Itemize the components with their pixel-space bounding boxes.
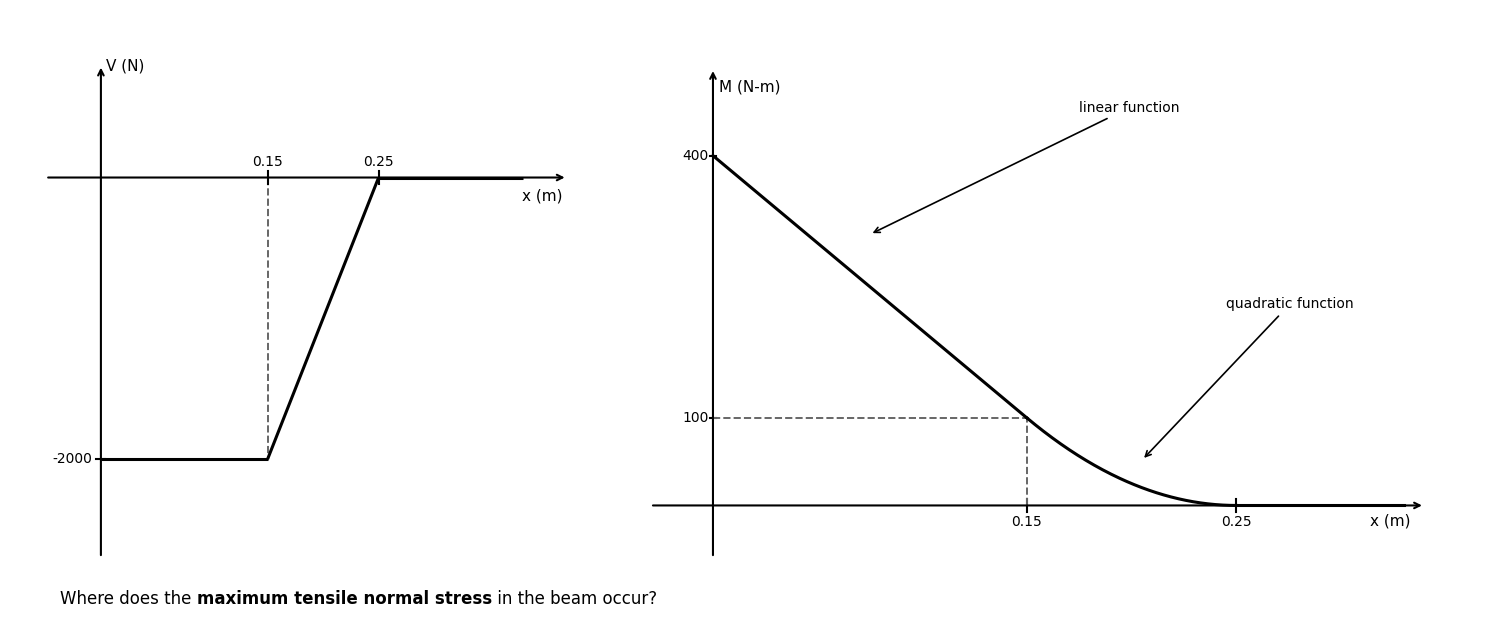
Text: 0.25: 0.25 (1222, 515, 1252, 529)
Text: 0.15: 0.15 (253, 155, 283, 169)
Text: 100: 100 (683, 411, 709, 425)
Text: quadratic function: quadratic function (1145, 297, 1353, 456)
Text: x (m): x (m) (1370, 514, 1411, 529)
Text: 0.25: 0.25 (363, 155, 395, 169)
Text: M (N-m): M (N-m) (720, 79, 780, 94)
Text: x (m): x (m) (522, 188, 562, 204)
Text: -2000: -2000 (51, 452, 92, 466)
Text: 0.15: 0.15 (1012, 515, 1042, 529)
Text: V (N): V (N) (106, 59, 145, 74)
Text: in the beam occur?: in the beam occur? (493, 590, 658, 608)
Text: linear function: linear function (874, 101, 1179, 233)
Text: maximum tensile normal stress: maximum tensile normal stress (197, 590, 493, 608)
Text: 400: 400 (683, 148, 709, 163)
Text: Where does the: Where does the (60, 590, 197, 608)
